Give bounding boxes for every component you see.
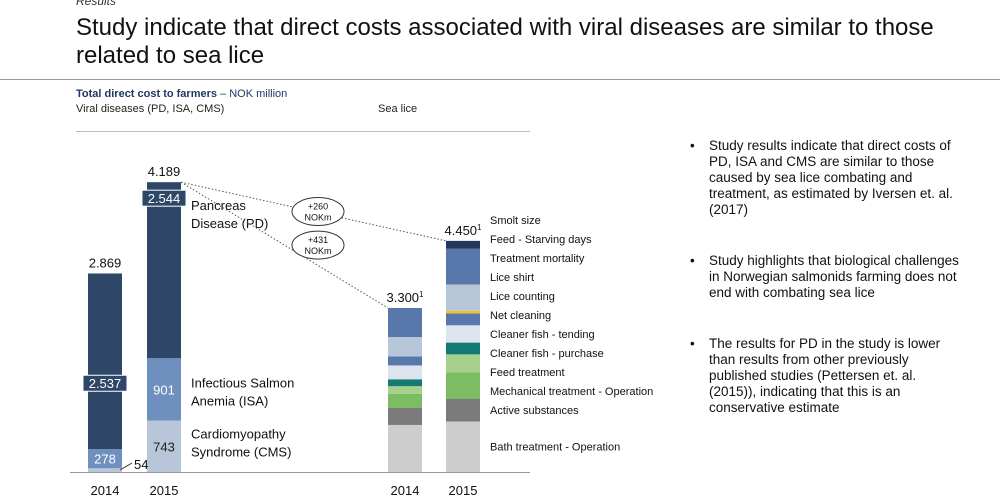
legend-treatment-mortality: Treatment mortality <box>490 253 585 265</box>
footnote-marker: 1 <box>477 223 482 232</box>
bar-cleaner-fish-purchase-2015 <box>446 354 480 373</box>
data-label-cms-2014: 54 <box>134 457 148 472</box>
chart-subtitle: Total direct cost to farmers – NOK milli… <box>76 88 287 100</box>
bar-bath-treatment-operation-2015 <box>446 421 480 472</box>
legend-cleaner-fish-purchase: Cleaner fish - purchase <box>490 348 604 360</box>
bar-feed-treatment-2015 <box>446 372 480 399</box>
data-label-isa-2014: 278 <box>94 452 116 467</box>
data-label-isa-2015: 901 <box>153 382 175 397</box>
data-label-pd-2015-box <box>141 189 187 207</box>
bar-treatment-mortality-2015 <box>446 284 480 311</box>
annotation-ellipse <box>291 230 345 260</box>
bar-cleaner-fish-tending-2014 <box>388 379 422 387</box>
findings-list: Study results indicate that direct costs… <box>690 138 960 416</box>
legend-feed-starving-days: Feed - Starving days <box>490 234 592 246</box>
bar-net-cleaning-2014 <box>388 365 422 380</box>
legend-bath-treatment-operation: Bath treatment - Operation <box>490 442 620 454</box>
legend-mechanical-treatment-operation: Mechanical treatment - Operation <box>490 386 653 398</box>
x-tick-label: 2015 <box>449 483 478 498</box>
legend-pancreas-disease-pd-line: Disease (PD) <box>191 216 268 231</box>
bar-net-cleaning-2015 <box>446 325 480 343</box>
bar-feed-starving-days-2015 <box>446 248 480 285</box>
annotation-text: +431 <box>308 235 328 245</box>
bar-lice-shirt-2015 <box>446 310 480 314</box>
data-label-pd-2014: 2.537 <box>89 376 122 391</box>
legend-active-substances: Active substances <box>490 405 579 417</box>
cms-2014-leader <box>119 462 133 471</box>
finding-item: Study results indicate that direct costs… <box>690 138 960 218</box>
bar-cardiomyopathy-syndrome-cms-2014 <box>88 468 122 472</box>
bar-total-label: 2.869 <box>89 255 122 270</box>
legend-pancreas-disease-pd-line: Pancreas <box>191 198 246 213</box>
finding-item: The results for PD in the study is lower… <box>690 336 960 416</box>
bar-infectious-salmon-anemia-isa-2014 <box>88 449 122 469</box>
bar-lice-counting-2015 <box>446 313 480 326</box>
bar-infectious-salmon-anemia-isa-2015 <box>147 358 181 421</box>
bar-total-label: 4.4501 <box>445 223 483 238</box>
annotation-text: NOKm <box>305 213 332 223</box>
data-label-pd-2014-box <box>82 374 128 392</box>
bar-bath-treatment-operation-2014 <box>388 424 422 472</box>
page-title: Study indicate that direct costs associa… <box>76 14 934 69</box>
legend-infectious-salmon-anemia-isa-line: Infectious Salmon <box>191 375 294 390</box>
chart-subtitle-unit: – NOK million <box>217 88 288 100</box>
bar-smolt-size-2015 <box>446 240 480 249</box>
annotation-text: NOKm <box>305 246 332 256</box>
bar-total-label: 4.189 <box>148 164 181 179</box>
finding-item: Study highlights that biological challen… <box>690 253 960 301</box>
legend-cardiomyopathy-syndrome-cms-line: Syndrome (CMS) <box>191 445 291 460</box>
section-label: Results <box>76 0 117 8</box>
legend-net-cleaning: Net cleaning <box>490 310 551 322</box>
legend-cleaner-fish-tending: Cleaner fish - tending <box>490 329 595 341</box>
annotation-ellipse <box>291 197 345 227</box>
bar-mechanical-treatment-operation-2014 <box>388 393 422 408</box>
x-tick-label: 2014 <box>91 483 120 498</box>
data-label-cms-2015: 743 <box>153 439 175 454</box>
legend-lice-shirt: Lice shirt <box>490 272 534 284</box>
title-divider <box>0 79 1000 80</box>
legend-feed-treatment: Feed treatment <box>490 367 565 379</box>
legend-lice-counting: Lice counting <box>490 291 555 303</box>
data-label-pd-2015: 2.544 <box>148 191 181 206</box>
x-tick-label: 2015 <box>150 483 179 498</box>
annotation-text: +260 <box>308 202 328 212</box>
legend-cardiomyopathy-syndrome-cms-line: Cardiomyopathy <box>191 427 286 442</box>
legend-smolt-size: Smolt size <box>490 215 541 227</box>
viral-group-label: Viral diseases (PD, ISA, CMS) <box>76 103 225 115</box>
bar-total-label: 3.3001 <box>387 290 425 305</box>
bar-pancreas-disease-pd-2015 <box>147 182 181 359</box>
bar-lice-counting-2014 <box>388 356 422 366</box>
bar-treatment-mortality-2014 <box>388 337 422 357</box>
bar-cardiomyopathy-syndrome-cms-2015 <box>147 420 181 472</box>
bar-feed-starving-days-2014 <box>388 307 422 338</box>
x-tick-label: 2014 <box>391 483 420 498</box>
footnote-marker: 1 <box>419 290 424 299</box>
bar-cleaner-fish-purchase-2014 <box>388 386 422 394</box>
bar-active-substances-2015 <box>446 398 480 422</box>
group-label-underline <box>76 131 530 132</box>
bar-pancreas-disease-pd-2014 <box>88 273 122 450</box>
connector-pd <box>180 181 389 309</box>
chart-subtitle-bold: Total direct cost to farmers <box>76 88 217 100</box>
legend-infectious-salmon-anemia-isa-line: Anemia (ISA) <box>191 393 268 408</box>
bar-active-substances-2014 <box>388 407 422 425</box>
bar-cleaner-fish-tending-2015 <box>446 342 480 355</box>
sea-lice-group-label: Sea lice <box>378 103 418 115</box>
